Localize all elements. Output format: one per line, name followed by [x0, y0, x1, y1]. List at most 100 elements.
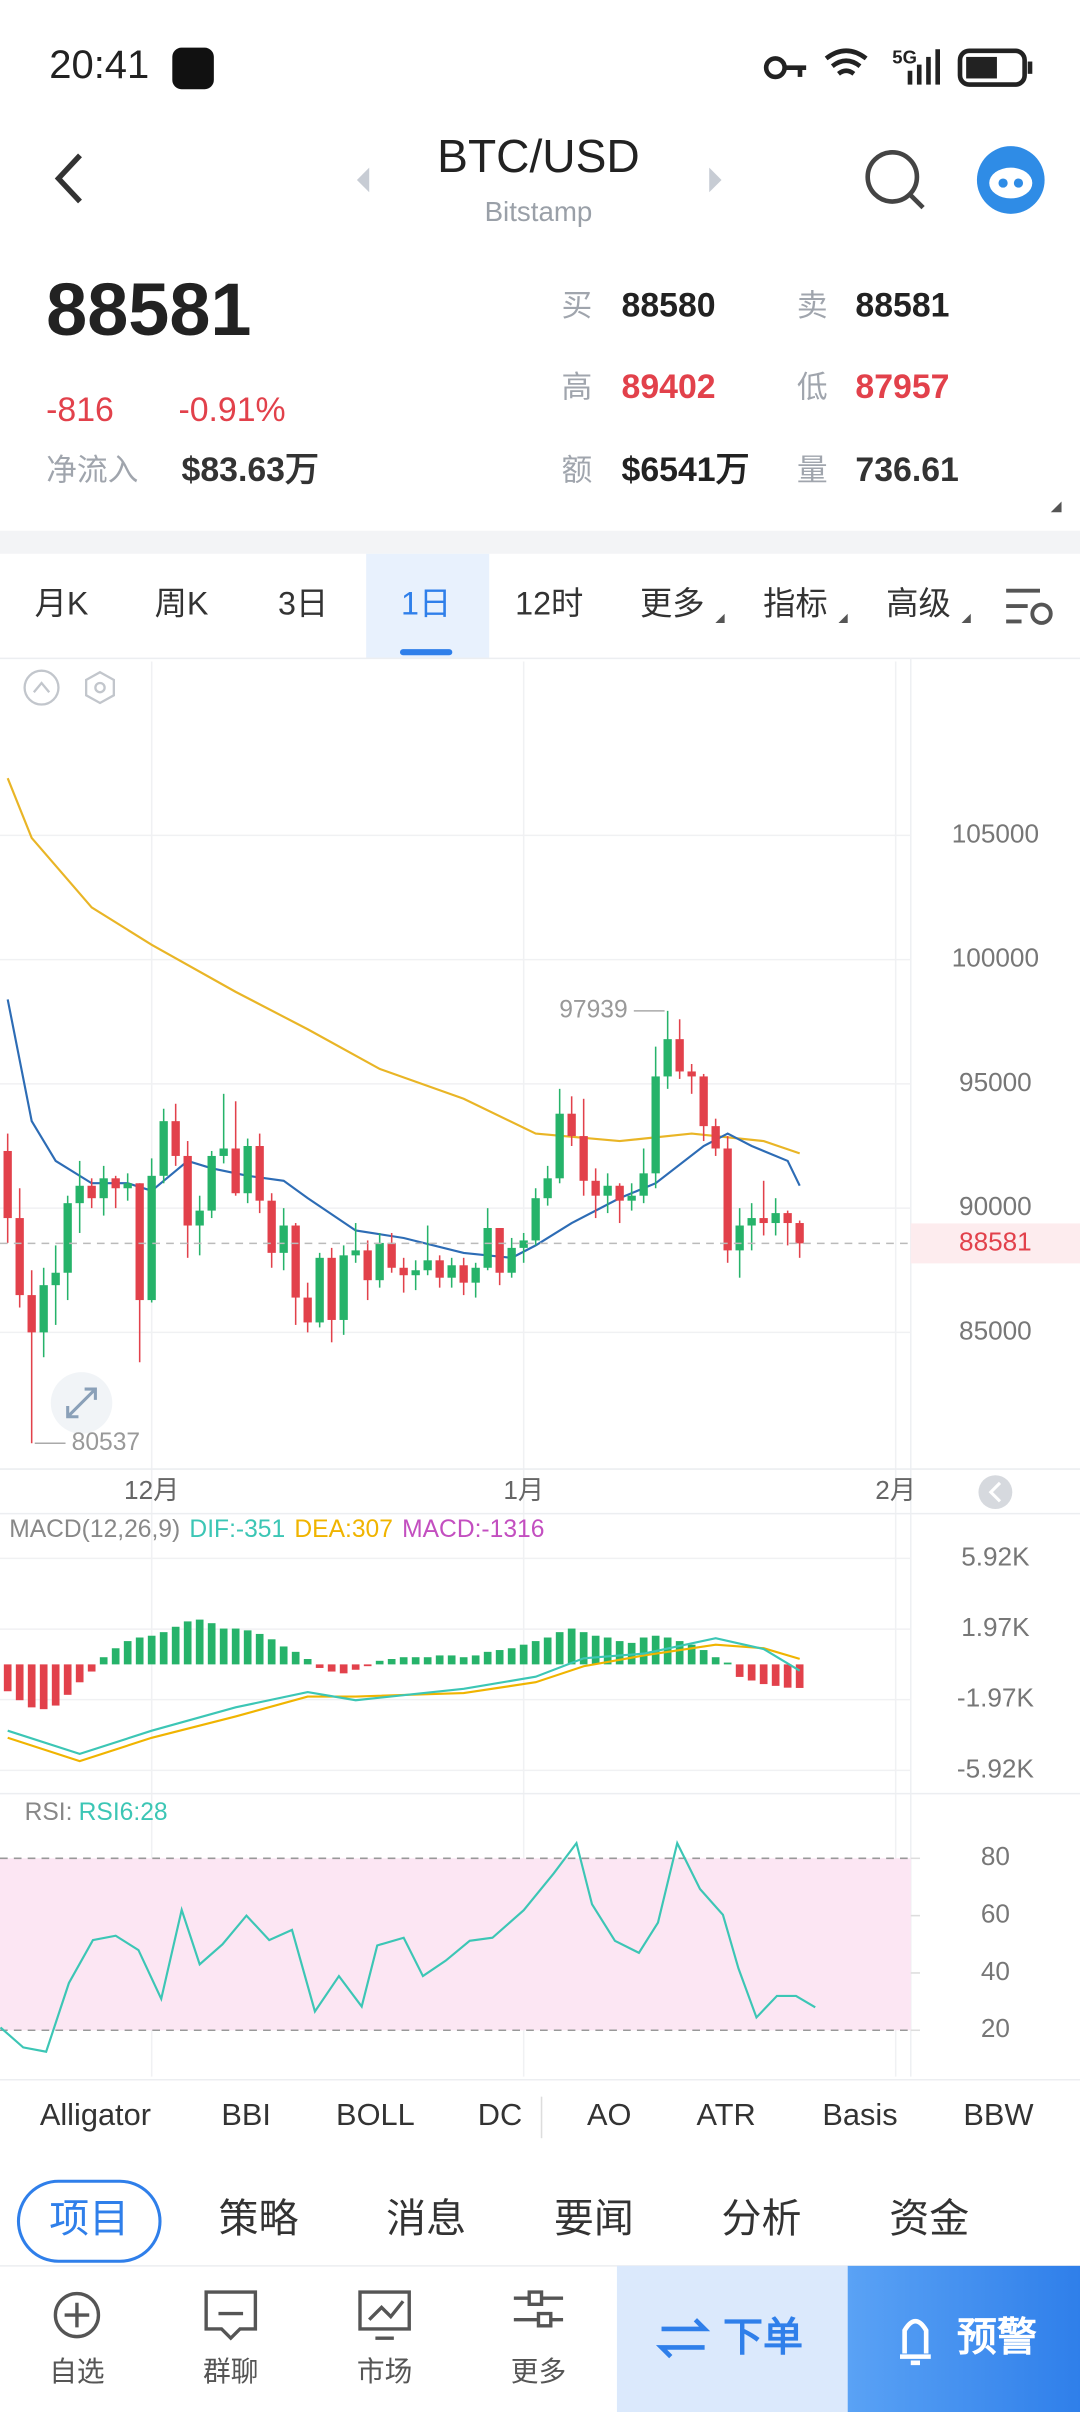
macd-bar [567, 1628, 576, 1665]
macd-bar [231, 1628, 240, 1665]
news-tab[interactable]: 资金 [889, 2197, 969, 2241]
low: 87957 [855, 368, 949, 406]
period-tab[interactable]: 月K [35, 586, 89, 622]
macd-bar [207, 1623, 216, 1665]
period-tab[interactable]: 12时 [515, 586, 583, 622]
search-button[interactable] [865, 149, 925, 210]
macd-legend: MACD(12,26,9) [9, 1516, 180, 1543]
candle-body [63, 1203, 72, 1273]
net-inflow: $83.63万 [182, 451, 319, 489]
order-button[interactable] [616, 2265, 848, 2412]
candle-body [663, 1039, 672, 1077]
macd-bar [291, 1651, 300, 1665]
candle-body [747, 1218, 756, 1226]
news-tab[interactable]: 策略 [218, 2197, 298, 2241]
macd-bar [579, 1632, 588, 1665]
separator [0, 530, 1080, 554]
macd-bar [459, 1657, 468, 1665]
nav-icon [513, 2290, 564, 2328]
avatar-button[interactable] [976, 146, 1045, 214]
indicator-row: Alligator BBI BOLL DC AO ATR Basis BBW [40, 2097, 1034, 2132]
y-tick-label: 85000 [959, 1315, 1032, 1345]
candle-body [411, 1270, 420, 1276]
candle-body [603, 1185, 612, 1196]
period-tab[interactable]: 1日 [401, 586, 451, 622]
candle-body [123, 1183, 132, 1189]
nav-icon [53, 2291, 101, 2339]
nav-label[interactable]: 更多 [511, 2356, 566, 2387]
status-icons [763, 48, 1033, 87]
macd-bar [411, 1657, 420, 1665]
indicator[interactable]: ATR [697, 2097, 756, 2132]
candle-body [435, 1260, 444, 1278]
macd-bar [507, 1648, 516, 1665]
candle-body [795, 1223, 804, 1244]
chart-tools[interactable] [23, 669, 115, 706]
indicator[interactable]: Alligator [40, 2097, 151, 2132]
period-tab[interactable]: 周K [155, 586, 209, 622]
candle-body [567, 1113, 576, 1137]
candle-body [267, 1200, 276, 1253]
nav-label[interactable]: 群聊 [203, 2356, 258, 2387]
nav-label[interactable]: 自选 [49, 2356, 104, 2387]
period-tabs: 月K 周K 3日 1日 12时 更多 指标 高级 [35, 553, 971, 659]
ask: 88581 [855, 287, 949, 325]
macd-bar [723, 1662, 732, 1665]
volume-label: 量 [797, 452, 828, 487]
chart-settings-button[interactable] [1006, 588, 1053, 625]
y-tick-label: 80 [981, 1841, 1010, 1871]
back-button[interactable] [54, 153, 82, 204]
period-tab[interactable]: 更多 [640, 586, 705, 622]
indicator[interactable]: Basis [822, 2097, 897, 2132]
macd-bar [531, 1641, 540, 1665]
news-tab[interactable]: 项目 [49, 2197, 129, 2241]
change-pct: -0.91% [178, 391, 285, 429]
y-tick-label: 105000 [952, 818, 1039, 848]
nav-label[interactable]: 市场 [357, 2356, 412, 2387]
y-tick-label: 95000 [959, 1067, 1032, 1097]
news-tab[interactable]: 分析 [722, 2197, 802, 2241]
indicator[interactable]: AO [587, 2097, 631, 2132]
active-tab-bg [366, 553, 490, 659]
alert-button[interactable] [847, 2265, 1080, 2412]
macd-bar [279, 1646, 288, 1665]
macd-bar [471, 1655, 480, 1665]
fullscreen-button[interactable] [50, 1372, 113, 1434]
macd-bar [783, 1664, 792, 1688]
next-symbol[interactable] [709, 167, 722, 193]
reset-button[interactable] [978, 1475, 1013, 1510]
macd-bar [387, 1659, 396, 1665]
indicator[interactable]: BBW [963, 2097, 1033, 2132]
period-tab[interactable]: 指标 [763, 586, 828, 622]
macd-bar [219, 1628, 228, 1665]
macd-bar [99, 1657, 108, 1665]
macd-legend: DIF:-351 [189, 1516, 285, 1543]
candle-body [279, 1225, 288, 1253]
app-icon [172, 47, 214, 90]
macd-bar [135, 1637, 144, 1665]
candle-body [111, 1178, 120, 1189]
indicator[interactable]: DC [478, 2097, 522, 2132]
candle-body [15, 1218, 24, 1296]
candle-body [51, 1272, 60, 1286]
macd-bar [339, 1664, 348, 1674]
macd-bar [495, 1650, 504, 1665]
macd-bar [147, 1635, 156, 1665]
dea-line [7, 1643, 800, 1763]
macd-bar [483, 1651, 492, 1665]
prev-symbol[interactable] [356, 167, 370, 193]
period-tab[interactable]: 3日 [278, 586, 328, 622]
rsi-line [0, 1840, 816, 2053]
news-tab[interactable]: 消息 [386, 2197, 466, 2241]
candle-body [459, 1265, 468, 1283]
macd-bar [375, 1660, 384, 1665]
indicator[interactable]: BOLL [336, 2097, 415, 2132]
high: 89402 [622, 368, 716, 406]
order-label: 下单 [723, 2315, 803, 2359]
indicator[interactable]: BBI [221, 2097, 271, 2132]
period-tab[interactable]: 高级 [886, 586, 951, 622]
candle-body [759, 1218, 768, 1224]
news-tab[interactable]: 要闻 [554, 2197, 634, 2241]
